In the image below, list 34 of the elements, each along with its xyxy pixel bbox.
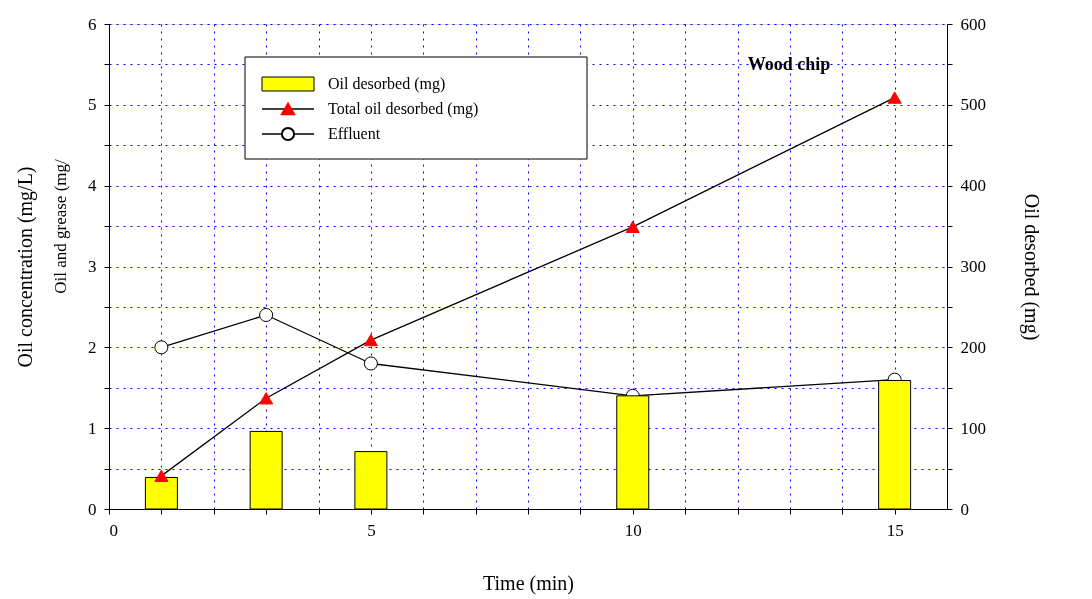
- y-tick-label: 5: [88, 95, 97, 115]
- legend-label: Oil desorbed (mg): [328, 75, 446, 93]
- point: [259, 307, 274, 323]
- y2-tick-label: 500: [960, 95, 986, 115]
- y2-tick-label: 0: [960, 499, 969, 519]
- x-tick-label: 5: [367, 520, 376, 540]
- x-tick-label: 10: [624, 520, 642, 540]
- point: [154, 340, 169, 355]
- x-tick-label: 15: [886, 520, 904, 540]
- point: [259, 392, 274, 405]
- legend-label: Effluent: [328, 125, 381, 142]
- point: [887, 91, 902, 104]
- point: [154, 469, 169, 482]
- x-tick-label: 0: [109, 520, 118, 540]
- text: Oil and grease (mg/: [51, 158, 70, 294]
- y-tick-label: 6: [88, 14, 97, 34]
- x-axis-title: Time (min): [483, 571, 574, 595]
- y2-tick-label: 200: [960, 337, 986, 357]
- y2-tick-label: 100: [960, 418, 986, 438]
- y-tick-label: 1: [88, 418, 97, 438]
- text: Wood chip: [747, 54, 831, 74]
- y-tick-label: 4: [88, 176, 97, 196]
- y2-tick-label: 300: [960, 257, 986, 276]
- y2-tick-label: 400: [960, 176, 986, 196]
- legend-label: Total oil desorbed (mg): [328, 100, 479, 118]
- y-tick-label: 2: [88, 337, 97, 357]
- y2-tick-label: 600: [960, 14, 986, 34]
- point: [363, 333, 378, 347]
- y-tick-label: 3: [88, 257, 97, 276]
- point: [363, 356, 378, 371]
- y-axis-title: Oil concentration (mg/L): [14, 166, 37, 368]
- y2-axis-title: Oil desorbed (mg): [1020, 193, 1043, 341]
- y-tick-label: 0: [88, 499, 97, 519]
- point: [625, 220, 640, 234]
